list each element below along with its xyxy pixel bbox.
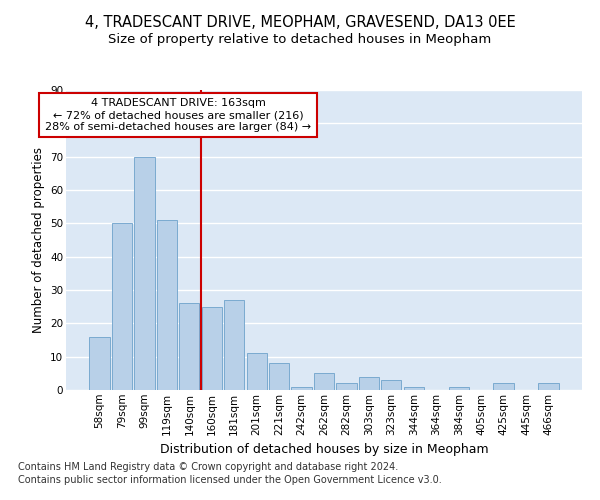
Bar (538, 384, 559, 390)
Text: Contains public sector information licensed under the Open Government Licence v3: Contains public sector information licen… (18, 475, 442, 485)
Bar (224, 300, 244, 390)
Text: Size of property relative to detached houses in Meopham: Size of property relative to detached ho… (109, 32, 491, 46)
Bar (381, 380, 401, 390)
Bar (404, 386, 424, 390)
Bar (179, 304, 199, 390)
Y-axis label: Number of detached properties: Number of detached properties (32, 147, 44, 333)
Bar (202, 306, 222, 390)
Bar (112, 224, 132, 390)
Bar (292, 386, 311, 390)
Bar (134, 156, 155, 390)
Bar (449, 386, 469, 390)
Text: Contains HM Land Registry data © Crown copyright and database right 2024.: Contains HM Land Registry data © Crown c… (18, 462, 398, 472)
Bar (269, 364, 289, 390)
Bar (247, 354, 267, 390)
Bar (493, 384, 514, 390)
Bar (359, 376, 379, 390)
Text: 4, TRADESCANT DRIVE, MEOPHAM, GRAVESEND, DA13 0EE: 4, TRADESCANT DRIVE, MEOPHAM, GRAVESEND,… (85, 15, 515, 30)
Bar (314, 374, 334, 390)
X-axis label: Distribution of detached houses by size in Meopham: Distribution of detached houses by size … (160, 443, 488, 456)
Bar (157, 220, 177, 390)
Bar (337, 384, 356, 390)
Text: 4 TRADESCANT DRIVE: 163sqm
← 72% of detached houses are smaller (216)
28% of sem: 4 TRADESCANT DRIVE: 163sqm ← 72% of deta… (45, 98, 311, 132)
Bar (89, 336, 110, 390)
